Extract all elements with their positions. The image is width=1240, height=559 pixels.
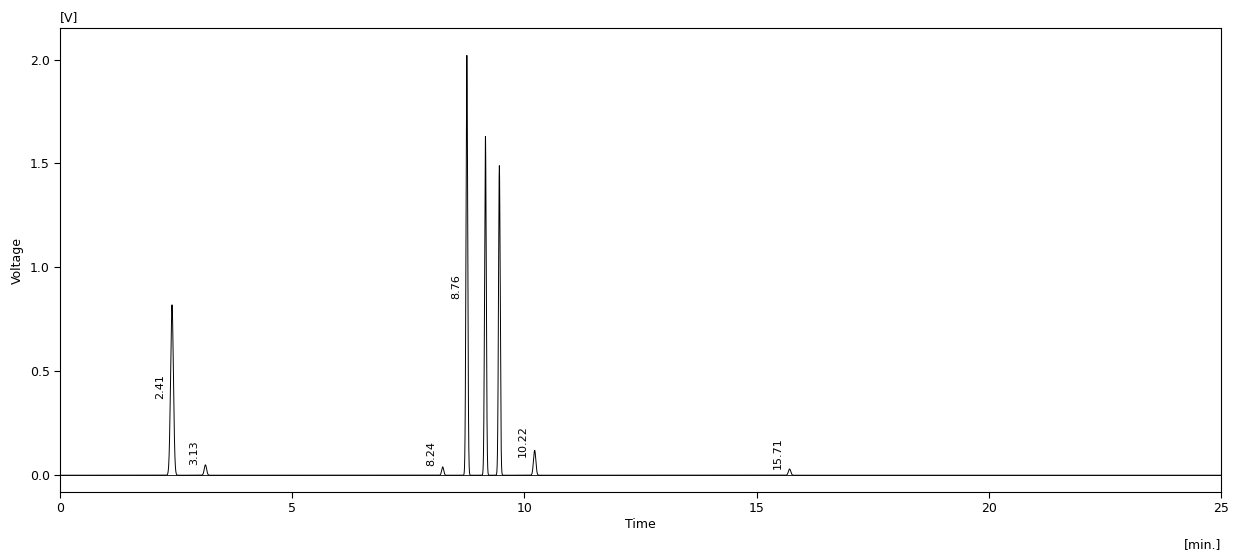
Text: 15.71: 15.71	[773, 437, 782, 468]
Text: 2.41: 2.41	[155, 374, 165, 399]
Text: 8.76: 8.76	[451, 274, 461, 299]
X-axis label: Time: Time	[625, 518, 656, 531]
Text: 3.13: 3.13	[188, 440, 198, 465]
Text: 10.22: 10.22	[518, 425, 528, 457]
Y-axis label: Voltage: Voltage	[11, 236, 24, 283]
Text: [V]: [V]	[60, 11, 78, 24]
Text: [min.]: [min.]	[1183, 538, 1221, 551]
Text: 8.24: 8.24	[427, 440, 436, 466]
